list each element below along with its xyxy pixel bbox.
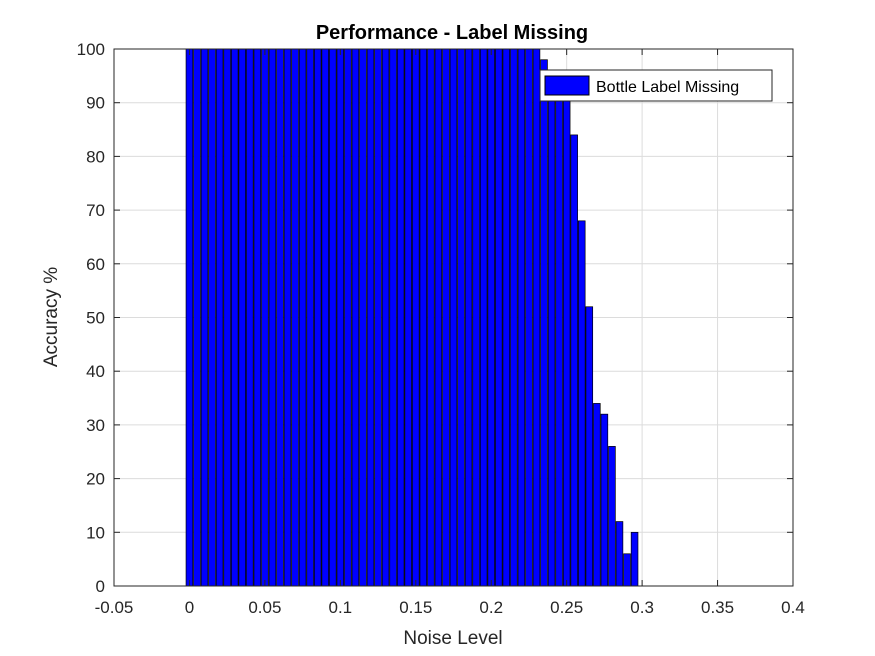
bar (298, 48, 307, 587)
bar (336, 48, 345, 587)
bar (555, 80, 563, 587)
bar (540, 59, 548, 587)
bar (359, 48, 367, 587)
x-tick-label: 0.15 (399, 598, 432, 617)
y-tick-label: 10 (86, 523, 105, 542)
legend: Bottle Label Missing (539, 69, 773, 102)
legend-label: Bottle Label Missing (596, 79, 739, 96)
bar (366, 48, 375, 587)
x-tick-label: 0.1 (329, 598, 353, 617)
bar (268, 48, 277, 587)
y-tick-label: 80 (86, 147, 105, 166)
bar (525, 48, 533, 587)
bar (208, 48, 216, 587)
bar (608, 446, 616, 587)
bar (351, 48, 360, 587)
y-tick-label: 90 (86, 94, 105, 113)
x-tick-label: 0 (185, 598, 194, 617)
y-tick-label: 40 (86, 362, 105, 381)
bar (193, 48, 201, 587)
x-tick-label: 0.35 (701, 598, 734, 617)
bar (495, 48, 503, 587)
bar (200, 48, 209, 587)
bar (404, 48, 412, 587)
bar (442, 48, 450, 587)
bar (615, 521, 624, 587)
bar (487, 48, 495, 587)
bar (291, 48, 299, 587)
bar (532, 48, 541, 587)
y-tick-label: 60 (86, 255, 105, 274)
x-tick-label: 0.4 (781, 598, 805, 617)
bar (427, 48, 435, 587)
bar (321, 48, 329, 587)
bar (261, 48, 269, 587)
bar (600, 413, 609, 587)
y-tick-label: 30 (86, 416, 105, 435)
bar (276, 48, 284, 587)
bar (412, 48, 420, 587)
bar (238, 48, 247, 587)
bar (374, 48, 382, 587)
bar (623, 553, 631, 587)
bar (630, 531, 639, 587)
bar (510, 48, 518, 587)
bar (344, 48, 352, 587)
bar (562, 91, 571, 587)
bar (185, 48, 194, 587)
x-tick-label: 0.2 (479, 598, 503, 617)
bar (419, 48, 428, 587)
bar (585, 306, 594, 587)
bar (578, 220, 586, 587)
bar (396, 48, 405, 587)
y-tick-label: 20 (86, 470, 105, 489)
bar (472, 48, 480, 587)
y-tick-label: 70 (86, 201, 105, 220)
bar (502, 48, 511, 587)
bar (389, 48, 397, 587)
x-tick-label: 0.05 (248, 598, 281, 617)
x-tick-label: -0.05 (95, 598, 134, 617)
bar (223, 48, 231, 587)
bar (283, 48, 292, 587)
y-tick-label: 50 (86, 309, 105, 328)
bar (593, 403, 601, 587)
bar (517, 48, 526, 587)
bar (329, 48, 337, 587)
y-tick-label: 0 (96, 577, 105, 596)
x-tick-label: 0.3 (630, 598, 654, 617)
bar (464, 48, 473, 587)
y-axis-label: Accuracy % (41, 267, 62, 367)
chart-title: Performance - Label Missing (316, 22, 588, 44)
bar (230, 48, 239, 587)
bar (215, 48, 224, 587)
bar (313, 48, 322, 587)
bar (306, 48, 314, 587)
x-tick-label: 0.25 (550, 598, 583, 617)
bar (449, 48, 458, 587)
bar (434, 48, 443, 587)
bar (253, 48, 262, 587)
bars (185, 48, 721, 587)
axis-ticks: -0.05 0 0.05 0.1 0.15 0.2 0.25 0.3 0.35 0.4 0 10 20 3… (77, 40, 805, 617)
y-tick-label: 100 (77, 40, 105, 59)
bar (479, 48, 488, 587)
bar (547, 70, 556, 587)
x-axis-label: Noise Level (403, 628, 502, 649)
legend-swatch (544, 75, 590, 96)
bar (246, 48, 254, 587)
bar (570, 134, 578, 587)
bar (457, 48, 465, 587)
bar (381, 48, 390, 587)
